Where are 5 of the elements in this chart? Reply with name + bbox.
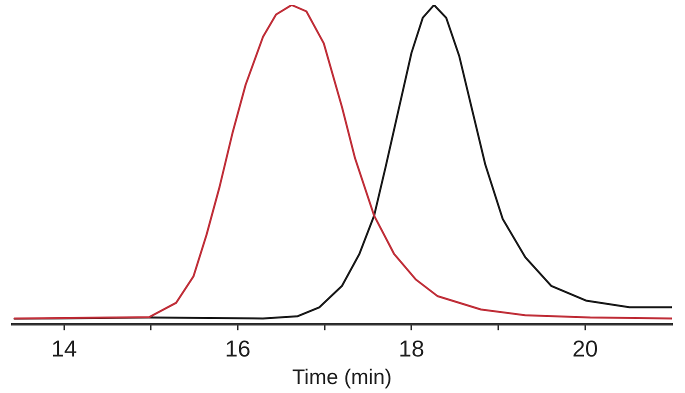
x-tick-label: 14 [51, 335, 78, 362]
x-tick-label: 20 [572, 335, 598, 362]
x-axis-title: Time (min) [292, 366, 392, 390]
x-tick-label: 16 [224, 335, 251, 362]
x-tick-label: 18 [398, 335, 424, 362]
